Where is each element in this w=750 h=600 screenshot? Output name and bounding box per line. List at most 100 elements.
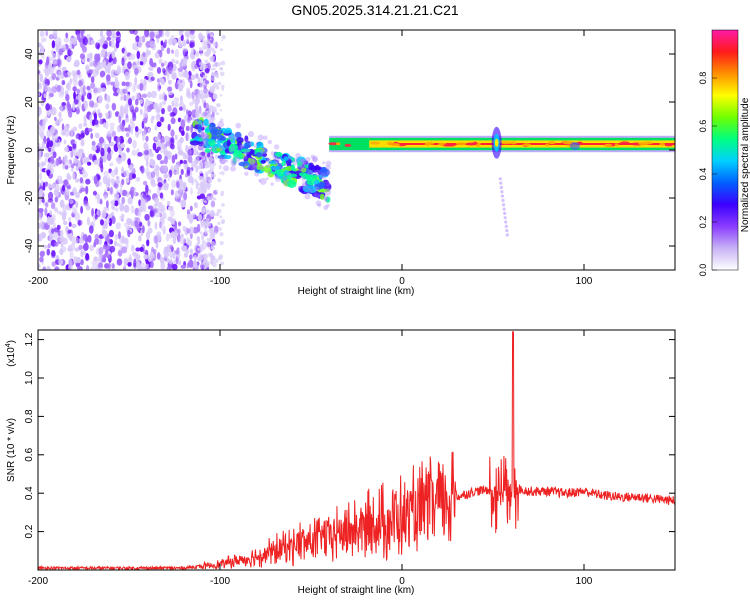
spectrogram-noise-cell: [78, 219, 81, 226]
spectrogram-noise-cell: [200, 77, 204, 81]
spectrogram-noise-cell: [154, 125, 158, 131]
spectrogram-noise-cell: [115, 40, 120, 49]
spectrogram-noise-cell: [47, 198, 54, 203]
spectrogram-streak-halo: [312, 157, 318, 163]
spectrogram-noise-cell: [217, 81, 222, 86]
spectrogram-noise-cell: [163, 155, 168, 165]
spectrogram-noise-cell: [218, 164, 222, 168]
spectrogram-noise-cell: [159, 116, 164, 123]
spectrogram-noise-cell: [156, 231, 162, 237]
spectrogram-noise-cell: [209, 34, 214, 38]
spectrogram-noise-cell: [54, 196, 59, 203]
spectrogram-noise-cell: [207, 183, 212, 188]
spectrogram-noise-cell: [80, 30, 85, 35]
spectrogram-noise-cell: [213, 197, 216, 201]
spectrogram-streak-halo: [270, 182, 274, 186]
spectrogram-noise-cell: [150, 261, 154, 269]
spectrogram-noise-cell: [100, 36, 105, 42]
spectrogram-noise-cell: [215, 212, 220, 217]
spectrogram-noise-cell: [142, 117, 148, 124]
spectrogram-noise-cell: [64, 146, 70, 152]
spectrogram-noise-cell: [203, 87, 208, 95]
snr-series-line: [38, 331, 675, 570]
spectrogram-noise-cell: [72, 126, 78, 132]
spectrogram-noise-cell: [192, 97, 196, 104]
spectrogram-streak-halo: [305, 156, 311, 162]
spectrogram-noise-cell: [213, 108, 217, 113]
spectrogram-noise-cell: [108, 229, 115, 238]
spectrogram-noise-cell: [117, 141, 121, 149]
spectrogram-noise-cell: [141, 35, 146, 43]
spectrogram-noise-cell: [167, 205, 174, 212]
spectrogram-burst-tail: [503, 211, 507, 215]
spectrogram-noise-cell: [127, 137, 133, 144]
spectrogram-noise-cell: [186, 228, 191, 234]
spectrogram-noise-cell: [77, 100, 82, 108]
spectrogram-noise-cell: [173, 169, 177, 176]
spectrogram-streak-halo: [266, 164, 271, 169]
spectrogram-noise-cell: [120, 143, 126, 149]
spectrogram-noise-cell: [168, 65, 173, 75]
spectrogram-noise-cell: [111, 203, 116, 210]
spectrogram-noise-cell: [187, 149, 193, 156]
spectrogram-noise-cell: [145, 197, 149, 203]
spectrogram-noise-cell: [94, 53, 99, 63]
spectrogram-noise-cell: [209, 38, 212, 41]
spectrogram-noise-cell: [109, 245, 116, 253]
spectrogram-noise-cell: [221, 87, 225, 91]
spectrogram-noise-cell: [220, 60, 226, 66]
spectrogram-noise-cell: [202, 39, 206, 47]
spectrogram-noise-cell: [90, 132, 94, 140]
spectrogram-noise-cell: [108, 57, 112, 63]
spectrogram-noise-cell: [105, 200, 109, 209]
spectrogram-noise-cell: [138, 206, 145, 213]
spectrogram-noise-cell: [100, 147, 105, 157]
spectrogram-noise-cell: [136, 60, 141, 66]
spectrogram-noise-cell: [46, 248, 51, 256]
spectrogram-noise-cell: [102, 175, 108, 185]
spectrogram-noise-cell: [182, 40, 187, 47]
spectrogram-noise-cell: [41, 162, 47, 167]
spectrogram-noise-cell: [204, 59, 208, 63]
spectrogram-noise-cell: [183, 252, 189, 258]
spectrogram-noise-cell: [72, 172, 76, 181]
spectrogram-noise-cell: [45, 103, 51, 112]
spectrogram-noise-cell: [79, 177, 84, 184]
spectrogram-streak-halo: [244, 171, 249, 176]
spectrogram-noise-cell: [166, 248, 172, 254]
spectrogram-noise-cell: [80, 139, 85, 147]
spectrogram-noise-cell: [210, 114, 215, 122]
spectrogram-streak-halo: [205, 135, 210, 139]
spectrogram-noise-cell: [167, 123, 171, 132]
spectrogram-noise-cell: [73, 71, 76, 78]
spectrogram-noise-cell: [217, 226, 223, 232]
spectrogram-streak-halo: [313, 186, 319, 192]
spectrogram-streak-cell: [197, 137, 205, 142]
spectrogram-noise-cell: [208, 42, 212, 45]
spectrogram-noise-cell: [116, 136, 121, 143]
spectrogram-noise-cell: [189, 101, 194, 107]
spectrogram-noise-cell: [94, 233, 100, 241]
spectrogram-noise-cell: [94, 132, 100, 139]
spectrogram-streak-halo: [326, 170, 331, 176]
snr-y-tick-label: 0.8: [24, 409, 35, 423]
spectrogram-x-tick-label: -200: [28, 276, 48, 287]
spectrogram-noise-cell: [105, 112, 109, 117]
spectrogram-streak-halo: [283, 162, 287, 166]
spectrogram-noise-cell: [214, 231, 218, 235]
spectrogram-noise-cell: [44, 77, 48, 83]
spectrogram-noise-cell: [98, 238, 102, 246]
spectrogram-streak-cell: [223, 129, 232, 134]
spectrogram-streak-halo: [263, 135, 268, 141]
spectrogram-streak-cell: [248, 158, 256, 165]
spectrogram-streak-cell: [197, 139, 204, 147]
spectrogram-noise-cell: [127, 196, 133, 205]
spectrogram-noise-cell: [110, 200, 115, 205]
spectrogram-noise-cell: [219, 232, 224, 237]
spectrogram-noise-cell: [43, 244, 49, 249]
spectrogram-noise-cell: [113, 192, 120, 200]
spectrogram-noise-cell: [143, 129, 146, 137]
spectrogram-noise-cell: [65, 226, 69, 231]
spectrogram-noise-cell: [63, 156, 68, 165]
spectrogram-streak-cell: [234, 131, 242, 139]
